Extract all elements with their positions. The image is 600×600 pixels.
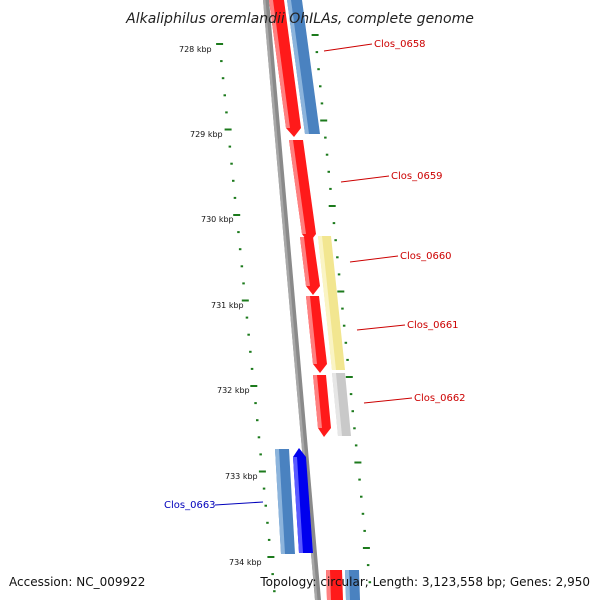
tick-label: 733 kbp	[225, 472, 258, 481]
tick-label: 730 kbp	[201, 215, 234, 224]
accession-text: Accession: NC_009922	[9, 575, 145, 589]
feature-blocks	[269, 0, 360, 600]
feature-bottom-steelblue[interactable]	[345, 570, 360, 600]
gene-labels: Clos_0658 Clos_0659 Clos_0660 Clos_0661 …	[164, 39, 466, 511]
tick-label: 731 kbp	[211, 301, 244, 310]
tick-labels: 728 kbp 729 kbp 730 kbp 731 kbp 732 kbp …	[179, 45, 262, 567]
leader-clos-0662	[363, 397, 413, 404]
gene-label-clos-0661[interactable]: Clos_0661	[407, 320, 459, 331]
tick-dots-right	[311, 34, 372, 584]
tick-dots-left	[216, 43, 276, 593]
tick-label: 728 kbp	[179, 45, 212, 54]
tick-label: 734 kbp	[229, 558, 262, 567]
leader-clos-0658	[323, 43, 373, 52]
cds-clos-0658[interactable]	[269, 0, 301, 137]
gene-label-clos-0658[interactable]: Clos_0658	[374, 39, 426, 50]
cds-clos-0659[interactable]	[289, 140, 316, 243]
leader-clos-0663	[214, 501, 264, 506]
tick-label: 732 kbp	[217, 386, 250, 395]
cds-clos-0660[interactable]	[300, 237, 320, 295]
leader-clos-0659	[340, 175, 390, 183]
feature-steelblue-0658[interactable]	[287, 0, 320, 134]
backbone	[263, 0, 321, 600]
gene-label-clos-0662[interactable]: Clos_0662	[414, 393, 466, 404]
cds-clos-0661[interactable]	[306, 296, 327, 373]
feature-steelblue-0663[interactable]	[275, 449, 295, 554]
cds-clos-0662[interactable]	[313, 375, 331, 437]
gene-label-clos-0659[interactable]: Clos_0659	[391, 171, 443, 182]
map-title: Alkaliphilus oremlandii OhILAs, complete…	[125, 11, 474, 27]
genome-stats-text: Topology: circular; Length: 3,123,558 bp…	[259, 575, 590, 589]
tick-label: 729 kbp	[190, 130, 223, 139]
leader-clos-0661	[356, 324, 406, 331]
label-leaders	[214, 43, 413, 506]
feature-grey[interactable]	[332, 373, 351, 436]
leader-clos-0660	[349, 255, 399, 263]
feature-yellow[interactable]	[318, 236, 345, 370]
feature-bottom-red[interactable]	[326, 570, 343, 600]
gene-label-clos-0660[interactable]: Clos_0660	[400, 251, 452, 262]
gene-label-clos-0663[interactable]: Clos_0663	[164, 500, 216, 511]
cds-clos-0663[interactable]	[293, 448, 313, 553]
